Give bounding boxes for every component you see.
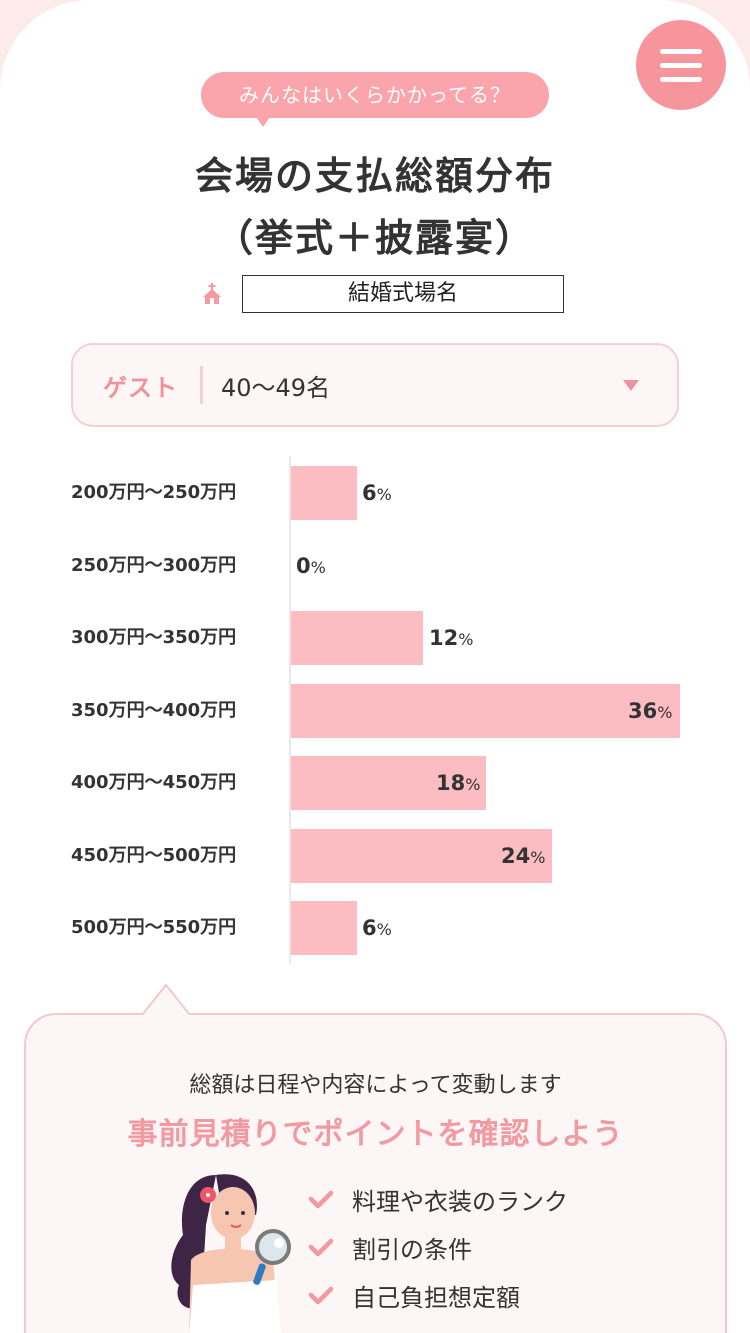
bar-value: 24%	[501, 844, 546, 868]
bar	[291, 901, 357, 955]
venue-row: 結婚式場名	[200, 275, 564, 313]
chart-row: 350万円〜400万円 36%	[0, 684, 750, 738]
bar	[291, 466, 357, 520]
title-line-1: 会場の支払総額分布	[194, 154, 555, 198]
question-bubble: みんなはいくらかかってる？	[201, 72, 549, 127]
hamburger-icon-line	[660, 76, 702, 82]
bar	[291, 829, 552, 883]
chapel-icon	[203, 283, 221, 304]
chart-row: 500万円〜550万円 6%	[0, 901, 750, 955]
bar-label: 250万円〜300万円	[71, 555, 237, 576]
guest-label: ゲスト	[103, 373, 178, 402]
info-heading: 事前見積りでポイントを確認しよう	[127, 1117, 624, 1152]
menu-button[interactable]	[636, 20, 726, 110]
guest-divider	[200, 366, 203, 404]
bride-with-magnifier-illustration	[171, 1174, 291, 1333]
bar-value: 0%	[296, 554, 326, 578]
bar-value: 36%	[628, 699, 673, 723]
chart-row: 300万円〜350万円 12%	[0, 611, 750, 665]
bar	[291, 684, 680, 738]
info-subtitle: 総額は日程や内容によって変動します	[189, 1073, 562, 1098]
bar-label: 400万円〜450万円	[71, 772, 237, 793]
caret-down-icon	[623, 379, 639, 391]
hamburger-icon-line	[660, 62, 702, 68]
bar-label: 350万円〜400万円	[71, 700, 237, 721]
bar	[291, 611, 423, 665]
title-line-2: （挙式＋披露宴）	[214, 216, 535, 260]
page-title: 会場の支払総額分布 （挙式＋披露宴）	[0, 145, 750, 269]
chart-row: 250万円〜300万円 0%	[0, 539, 750, 593]
bar-label: 300万円〜350万円	[71, 627, 237, 648]
bar-label: 200万円〜250万円	[71, 482, 237, 503]
chart-row: 200万円〜250万円 6%	[0, 466, 750, 520]
bar-value: 18%	[436, 771, 481, 795]
chart-row: 450万円〜500万円 24%	[0, 829, 750, 883]
bar-value: 12%	[429, 626, 474, 650]
estimate-info-box: 総額は日程や内容によって変動します 事前見積りでポイントを確認しよう 料理や衣装…	[24, 1013, 727, 1333]
venue-name: 結婚式場名	[242, 275, 564, 313]
checklist-text: 自己負担想定額	[352, 1283, 520, 1312]
checklist-item: 自己負担想定額	[308, 1271, 568, 1319]
chart-axis	[289, 456, 291, 964]
check-icon	[308, 1190, 334, 1209]
checklist-text: 料理や衣装のランク	[352, 1187, 568, 1216]
check-icon	[308, 1238, 334, 1257]
bar	[291, 756, 486, 810]
distribution-chart: 200万円〜250万円 6% 250万円〜300万円 0% 300万円〜350万…	[0, 456, 750, 966]
bar-value: 6%	[362, 481, 392, 505]
bar-label: 500万円〜550万円	[71, 917, 237, 938]
bar-label: 450万円〜500万円	[71, 845, 237, 866]
checklist: 料理や衣装のランク 割引の条件 自己負担想定額	[308, 1175, 568, 1319]
bar-value: 6%	[362, 916, 392, 940]
checklist-text: 割引の条件	[352, 1235, 472, 1264]
checklist-item: 料理や衣装のランク	[308, 1175, 568, 1223]
chart-row: 400万円〜450万円 18%	[0, 756, 750, 810]
check-icon	[308, 1286, 334, 1305]
info-pointer	[142, 984, 190, 1015]
checklist-item: 割引の条件	[308, 1223, 568, 1271]
guest-value: 40〜49名	[221, 373, 331, 402]
guest-count-select[interactable]: ゲスト 40〜49名	[71, 343, 679, 427]
hamburger-icon	[660, 48, 702, 54]
